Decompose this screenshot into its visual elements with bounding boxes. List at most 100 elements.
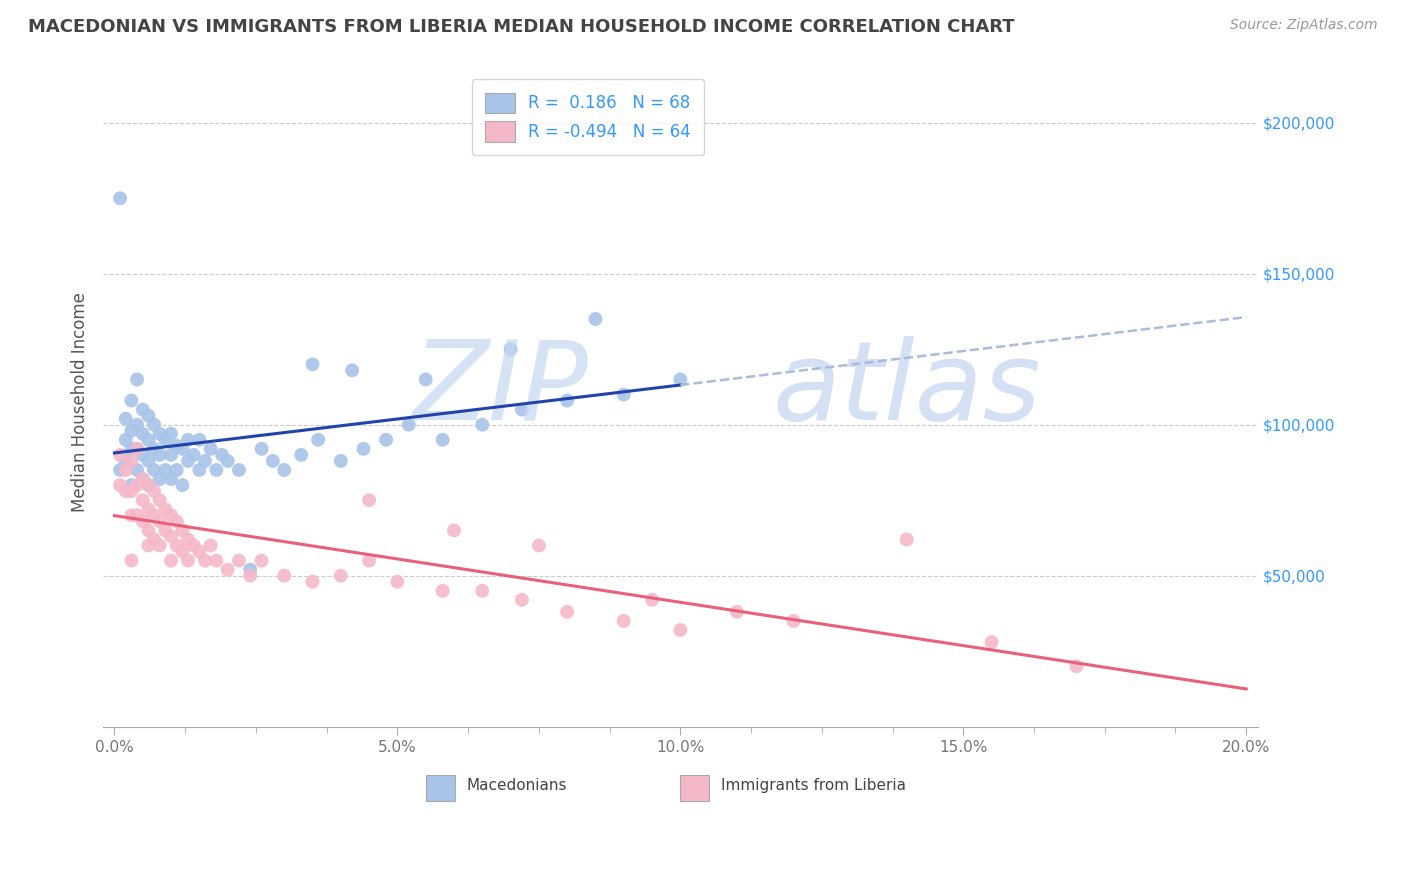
Point <box>120 454 142 468</box>
Point <box>205 463 228 477</box>
Point <box>188 463 211 477</box>
Point <box>138 433 160 447</box>
Point <box>725 605 748 619</box>
Point <box>359 553 381 567</box>
Point <box>200 442 222 456</box>
Point <box>132 448 155 462</box>
Point <box>120 553 142 567</box>
Point <box>172 524 194 538</box>
Point <box>155 463 177 477</box>
Point <box>166 514 188 528</box>
Text: Source: ZipAtlas.com: Source: ZipAtlas.com <box>1230 18 1378 32</box>
Point <box>166 463 188 477</box>
Point <box>443 524 465 538</box>
Point <box>172 544 194 558</box>
Point <box>120 484 142 499</box>
Point <box>239 568 262 582</box>
Point <box>125 442 148 456</box>
Point <box>273 463 295 477</box>
Point <box>432 583 454 598</box>
Point <box>155 433 177 447</box>
Point <box>120 508 142 523</box>
Point <box>108 191 131 205</box>
Point <box>114 411 136 425</box>
Point <box>143 484 166 499</box>
Point <box>359 493 381 508</box>
Point <box>138 478 160 492</box>
Point <box>160 472 183 486</box>
Legend: R =  0.186   N = 68, R = -0.494   N = 64: R = 0.186 N = 68, R = -0.494 N = 64 <box>471 79 704 155</box>
Point <box>177 533 200 547</box>
Point <box>510 592 533 607</box>
Point <box>143 463 166 477</box>
Point <box>307 433 329 447</box>
Point <box>217 563 239 577</box>
Point <box>138 502 160 516</box>
FancyBboxPatch shape <box>426 775 456 801</box>
Point <box>114 484 136 499</box>
Point <box>471 583 494 598</box>
Point <box>641 592 664 607</box>
Point <box>160 426 183 441</box>
Point <box>782 614 804 628</box>
Point <box>499 342 522 356</box>
Point <box>669 372 692 386</box>
Point <box>273 568 295 582</box>
Point <box>585 312 607 326</box>
Point <box>143 508 166 523</box>
Point <box>340 363 363 377</box>
Point <box>138 454 160 468</box>
Point <box>527 539 550 553</box>
Point <box>166 439 188 453</box>
Point <box>194 454 217 468</box>
Point <box>108 463 131 477</box>
Point <box>172 442 194 456</box>
Y-axis label: Median Household Income: Median Household Income <box>72 292 89 512</box>
Point <box>432 433 454 447</box>
Point <box>160 448 183 462</box>
Point <box>415 372 437 386</box>
Point <box>669 623 692 637</box>
Point <box>1066 659 1088 673</box>
Text: ZIP: ZIP <box>412 335 588 442</box>
Point <box>228 553 250 567</box>
Point <box>125 442 148 456</box>
Point <box>555 605 578 619</box>
Point <box>143 417 166 432</box>
Point <box>200 539 222 553</box>
Point <box>301 574 323 589</box>
Point <box>160 508 183 523</box>
Point <box>375 433 398 447</box>
Point <box>114 433 136 447</box>
Point <box>125 372 148 386</box>
Point <box>555 393 578 408</box>
Point <box>160 553 183 567</box>
Point <box>188 544 211 558</box>
Point <box>125 508 148 523</box>
Point <box>132 426 155 441</box>
Point <box>132 472 155 486</box>
Text: Immigrants from Liberia: Immigrants from Liberia <box>721 778 905 793</box>
Point <box>239 563 262 577</box>
Point <box>613 614 636 628</box>
Point <box>125 463 148 477</box>
Point <box>138 409 160 423</box>
Point <box>125 478 148 492</box>
Point <box>613 387 636 401</box>
Point <box>132 402 155 417</box>
Point <box>138 524 160 538</box>
FancyBboxPatch shape <box>681 775 709 801</box>
Point <box>250 553 273 567</box>
Point <box>211 448 233 462</box>
Point <box>120 442 142 456</box>
Point <box>177 553 200 567</box>
Point <box>160 529 183 543</box>
Point <box>329 454 352 468</box>
Point <box>301 357 323 371</box>
Point <box>132 472 155 486</box>
Point <box>132 514 155 528</box>
Point <box>262 454 284 468</box>
Point <box>194 553 217 567</box>
Point <box>114 454 136 468</box>
Point <box>132 493 155 508</box>
